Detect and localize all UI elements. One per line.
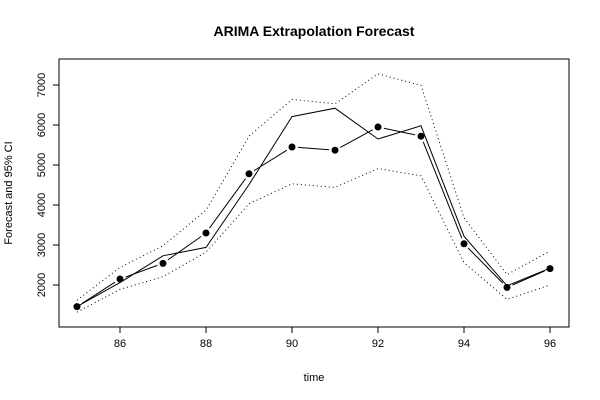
x-tick-label: 96 xyxy=(544,338,556,350)
forecast-point xyxy=(417,132,425,140)
forecast-segment xyxy=(167,236,202,261)
forecast-segment xyxy=(297,146,330,151)
forecast-point xyxy=(116,275,124,283)
upper-95-line xyxy=(76,73,551,301)
y-tick-label: 2000 xyxy=(36,273,48,297)
forecast-segment xyxy=(422,141,463,239)
y-tick-label: 6000 xyxy=(36,113,48,137)
forecast-segment xyxy=(512,270,545,286)
forecast-segment xyxy=(125,264,158,278)
x-tick-label: 90 xyxy=(286,338,298,350)
forecast-point xyxy=(288,143,296,151)
x-tick-label: 86 xyxy=(114,338,126,350)
forecast-segment xyxy=(467,247,504,284)
x-axis: 86 88 90 92 94 96 xyxy=(114,327,556,350)
x-tick-label: 92 xyxy=(372,338,384,350)
forecast-point xyxy=(73,303,81,311)
y-tick-label: 7000 xyxy=(36,73,48,97)
forecast-point xyxy=(546,265,554,273)
forecast-point xyxy=(331,146,339,154)
forecast-point xyxy=(245,170,253,178)
lower-95-line xyxy=(76,168,551,313)
plot-frame xyxy=(58,58,570,328)
forecast-segment xyxy=(383,127,416,136)
forecast-point xyxy=(503,283,511,291)
forecast-point xyxy=(374,123,382,131)
y-axis: 2000 3000 4000 5000 6000 7000 xyxy=(36,73,59,297)
forecast-point xyxy=(202,229,210,237)
y-tick-label: 5000 xyxy=(36,153,48,177)
series-layer xyxy=(73,73,554,313)
x-axis-label: time xyxy=(304,372,325,384)
actual-line xyxy=(76,107,551,308)
forecast-segment xyxy=(81,281,116,304)
forecast-point xyxy=(159,259,167,267)
forecast-point xyxy=(460,240,468,248)
forecast-segment xyxy=(209,178,246,229)
forecast-segment xyxy=(253,149,288,172)
y-tick-label: 3000 xyxy=(36,233,48,257)
chart-title: ARIMA Extrapolation Forecast xyxy=(214,23,415,39)
forecast-segment xyxy=(340,129,373,148)
y-axis-label: Forecast and 95% CI xyxy=(3,141,15,244)
y-tick-label: 4000 xyxy=(36,193,48,217)
x-tick-label: 94 xyxy=(458,338,470,350)
x-tick-label: 88 xyxy=(200,338,212,350)
